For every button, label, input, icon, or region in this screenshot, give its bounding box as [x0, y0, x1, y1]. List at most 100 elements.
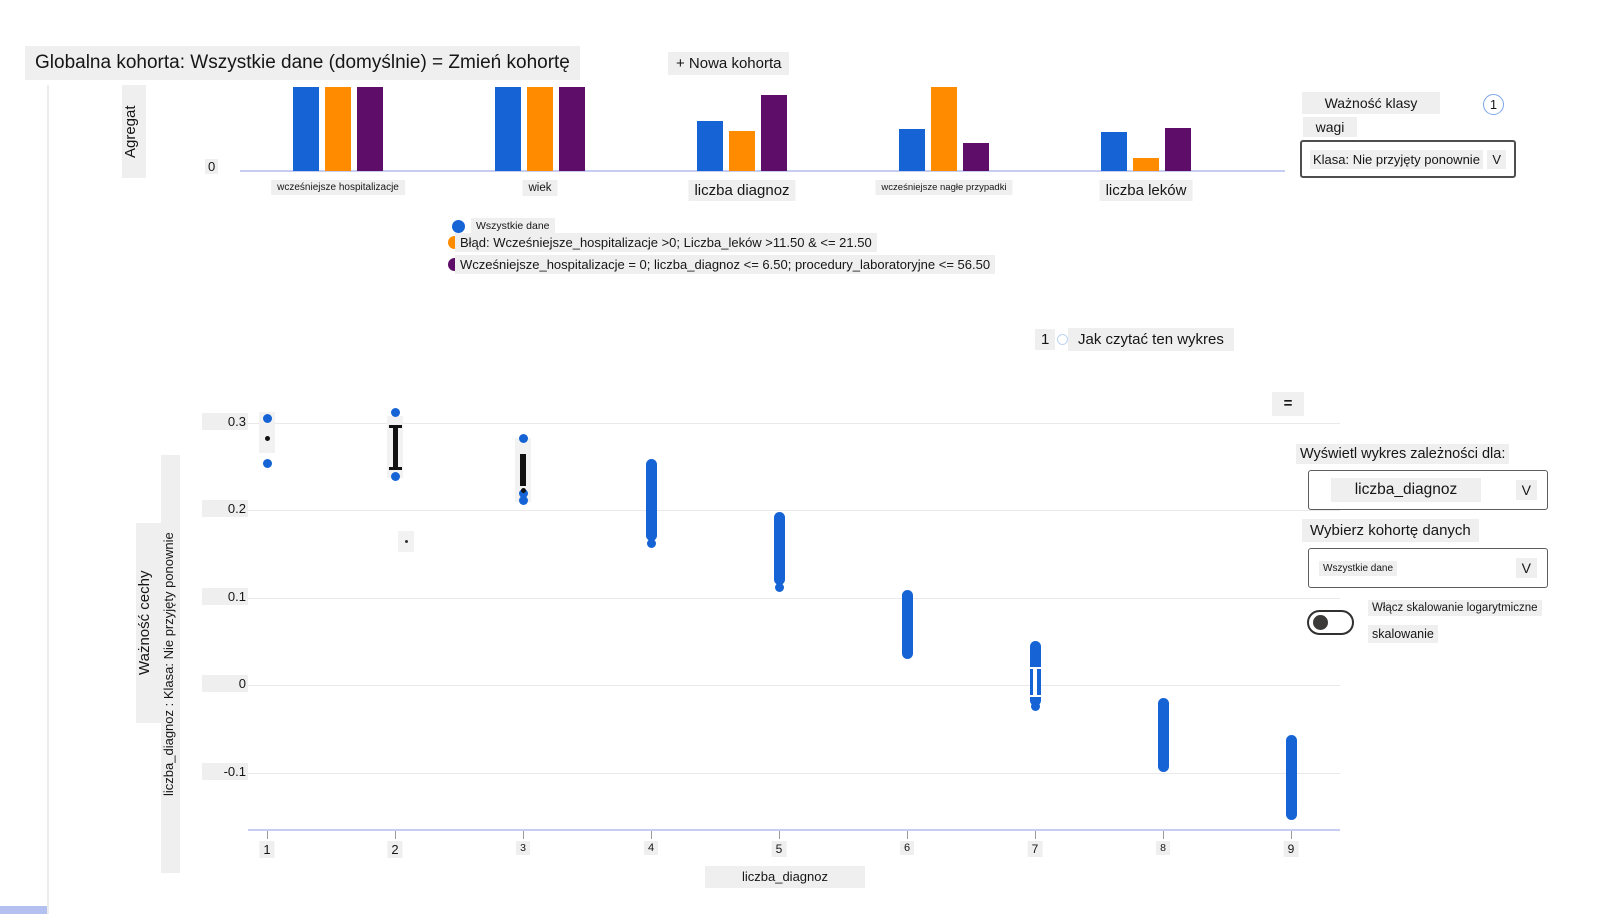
x-tick-label: 1 [259, 841, 275, 858]
bar-blue[interactable] [899, 129, 925, 171]
legend-item[interactable]: Błąd: Wcześniejsze_hospitalizacje >0; Li… [448, 233, 877, 252]
scatter-point[interactable] [518, 495, 528, 505]
boxplot-whisker [520, 454, 526, 486]
gridline-y [248, 772, 1340, 774]
y-tick-label: 0.1 [202, 587, 248, 605]
x-tick-mark [523, 831, 524, 839]
x-tick-label: 5 [771, 841, 787, 857]
boxplot-chip [259, 411, 275, 453]
bar-blue[interactable] [697, 121, 723, 171]
cohort-selector-value: Wszystkie dane [1319, 560, 1398, 576]
bar-orange[interactable] [527, 87, 553, 171]
bar-purple[interactable] [357, 87, 383, 171]
legend-label: Wszystkie dane [471, 218, 555, 234]
x-tick-label: 4 [643, 841, 659, 855]
boxplot-whisker-cap [1029, 666, 1041, 669]
scatter-point[interactable] [518, 433, 528, 443]
feature-selector-dropdown[interactable]: liczba_diagnoz V [1308, 470, 1548, 510]
scatter-point[interactable] [774, 582, 784, 592]
scatter-point-strip[interactable] [901, 589, 913, 659]
scatter-point-strip[interactable] [645, 458, 657, 542]
info-badge-1[interactable]: 1 [1483, 94, 1504, 115]
cohort-selector-title: Wybierz kohortę danych [1302, 519, 1479, 542]
scatter-point-strip[interactable] [773, 512, 785, 585]
bar-orange[interactable] [325, 87, 351, 171]
bar-category-label: wcześniejsze hospitalizacje [271, 180, 405, 195]
legend-marker-circle [452, 219, 465, 233]
legend-label: Wcześniejsze_hospitalizacje = 0; liczba_… [455, 255, 996, 274]
info-circle-icon [1057, 334, 1068, 345]
boxplot-whisker [392, 427, 398, 468]
scatter-point[interactable] [262, 459, 272, 469]
boxplot-median-dot [264, 435, 270, 441]
bar-purple[interactable] [559, 87, 585, 171]
left-divider [47, 85, 49, 914]
new-cohort-button[interactable]: + Nowa kohorta [668, 52, 790, 75]
x-tick-label: 2 [387, 841, 403, 858]
log-scale-label-2: skalowanie [1368, 625, 1438, 643]
bar-category-label: wiek [522, 180, 558, 196]
bar-orange[interactable] [1133, 158, 1159, 171]
boxplot-whisker-cap [388, 425, 402, 428]
legend-item[interactable]: Wcześniejsze_hospitalizacje = 0; liczba_… [448, 255, 996, 274]
log-scale-toggle[interactable] [1307, 610, 1354, 635]
scatter-point-strip[interactable] [1285, 735, 1297, 820]
toggle-knob [1313, 615, 1328, 630]
gridline-y [248, 685, 1340, 686]
bar-purple[interactable] [1165, 128, 1191, 171]
scatter-point[interactable] [390, 472, 400, 482]
x-tick-mark [395, 831, 396, 839]
chevron-down-icon: V [1515, 558, 1537, 578]
scatter-point[interactable] [518, 488, 528, 498]
bottom-left-accent [0, 906, 47, 914]
y-tick-label: 0 [202, 675, 248, 692]
weights-label: wagi [1303, 117, 1357, 137]
x-tick-label: 9 [1283, 841, 1299, 857]
legend-item[interactable]: Wszystkie dane [452, 218, 555, 234]
y-tick-label: 0.2 [202, 500, 248, 517]
bar-blue[interactable] [1101, 132, 1127, 171]
bar-blue[interactable] [495, 87, 521, 171]
boxplot-whisker-cap [1029, 694, 1041, 697]
x-tick-mark [267, 831, 268, 839]
x-tick-label: 3 [516, 841, 530, 855]
cohort-selector-dropdown[interactable]: Wszystkie dane V [1308, 548, 1548, 588]
x-axis-line [248, 829, 1340, 831]
x-tick-mark [907, 831, 908, 839]
menu-icon[interactable]: = [1272, 392, 1304, 416]
scatter-point[interactable] [262, 413, 272, 423]
class-importance-title: Ważność klasy [1302, 92, 1440, 114]
x-tick-label: 8 [1156, 841, 1170, 855]
bar-orange[interactable] [729, 131, 755, 171]
boxplot-whisker [1033, 668, 1037, 695]
gridline-y [248, 510, 1340, 511]
info-badge-number: 1 [1489, 97, 1498, 112]
x-tick-label: 7 [1027, 841, 1043, 857]
scatter-point-strip[interactable] [1157, 697, 1169, 773]
chevron-down-icon: V [1515, 480, 1537, 500]
bar-orange[interactable] [931, 87, 957, 171]
boxplot-median-dot [520, 488, 526, 494]
log-scale-label: Włącz skalowanie logarytmiczne [1368, 600, 1542, 616]
gridline-y [248, 597, 1340, 599]
dependence-title: Wyświetl wykres zależności dla: [1296, 444, 1510, 464]
bar-category-label: liczba leków [1099, 180, 1193, 201]
x-tick-mark [1163, 831, 1164, 839]
bar-purple[interactable] [761, 95, 787, 171]
bar-blue[interactable] [293, 87, 319, 171]
scatter-point[interactable] [646, 538, 656, 548]
bar-purple[interactable] [963, 143, 989, 171]
bar-category-label: liczba diagnoz [688, 180, 796, 201]
x-tick-mark [779, 831, 780, 839]
x-tick-mark [651, 831, 652, 839]
class-selector-dropdown[interactable]: Klasa: Nie przyjęty ponownie V [1300, 140, 1516, 178]
scatter-point[interactable] [1030, 701, 1040, 711]
scatter-point[interactable] [390, 407, 400, 417]
y-tick-label: -0.1 [202, 762, 248, 780]
how-to-read-button[interactable]: Jak czytać ten wykres [1068, 328, 1234, 351]
y-tick-label: 0.3 [202, 412, 248, 430]
outlier-point[interactable] [404, 540, 408, 543]
x-tick-mark [1035, 831, 1036, 839]
